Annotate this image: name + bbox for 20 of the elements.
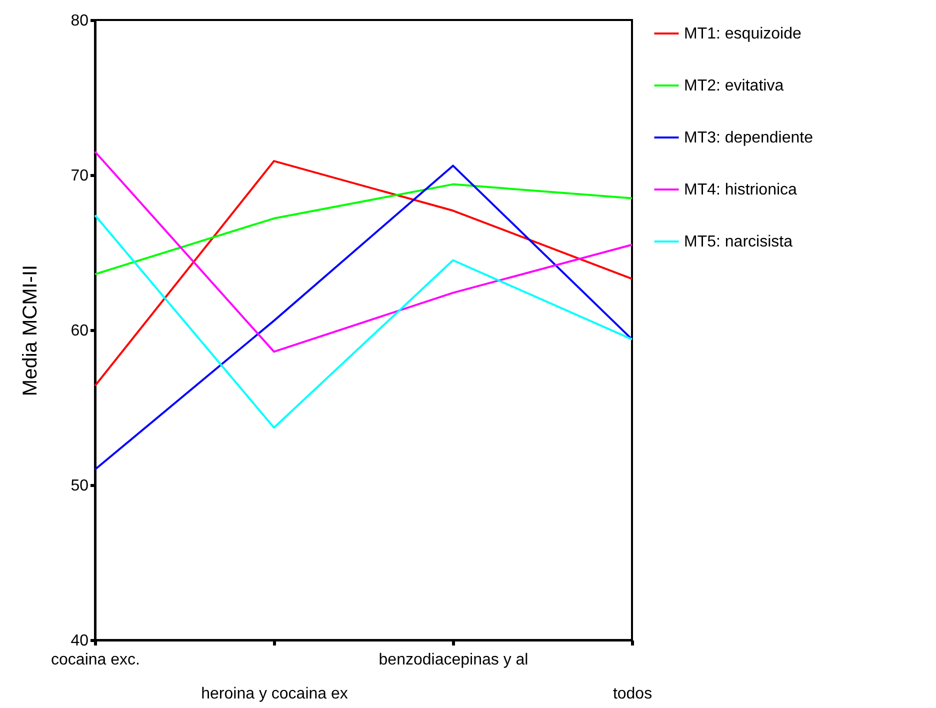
y-tick-label: 40 bbox=[70, 632, 89, 650]
legend-label: MT4: histrionica bbox=[684, 182, 798, 198]
legend-label: MT1: esquizoide bbox=[684, 26, 802, 42]
legend-label: MT2: evitativa bbox=[684, 78, 784, 94]
y-tick-label: 50 bbox=[70, 478, 89, 494]
legend-label: MT3: dependiente bbox=[684, 130, 814, 146]
line-series bbox=[94, 214, 633, 429]
legend-label: MT5: narcisista bbox=[684, 234, 793, 250]
y-axis-title: Media MCMI-II bbox=[20, 264, 42, 396]
line-series bbox=[94, 164, 633, 470]
x-tick-label: heroina y cocaina ex bbox=[201, 686, 348, 702]
line-series bbox=[94, 183, 633, 276]
y-tick-label: 60 bbox=[70, 322, 89, 340]
y-tick-label: 70 bbox=[70, 168, 89, 184]
line-series bbox=[94, 150, 633, 353]
x-tick-label: todos bbox=[612, 686, 652, 702]
x-tick-label: cocaina exc. bbox=[51, 652, 140, 668]
y-tick-label: 80 bbox=[70, 12, 89, 30]
line-series bbox=[94, 160, 633, 387]
x-tick-label: benzodiacepinas y al bbox=[378, 652, 528, 668]
